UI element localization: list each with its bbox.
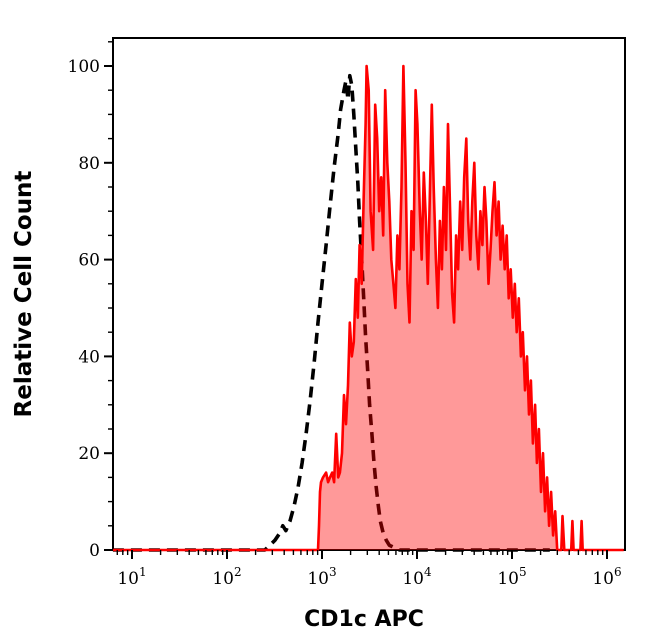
y-axis-ticks [104, 41, 113, 551]
x-axis-ticks [116, 550, 608, 559]
x-axis-tick-labels: 101 102 103 104 105 106 [117, 565, 621, 589]
y-tick-label: 40 [78, 347, 100, 367]
y-axis-tick-labels: 0 20 40 60 80 100 [68, 57, 100, 561]
x-tick-label: 105 [497, 565, 526, 589]
plot-border [112, 37, 626, 551]
x-tick-label: 106 [592, 565, 621, 589]
x-tick-label: 101 [117, 565, 146, 589]
y-axis-title: Relative Cell Count [11, 171, 37, 418]
x-tick-label: 102 [212, 565, 241, 589]
y-tick-label: 60 [78, 251, 100, 271]
stained-histogram-red-curve [112, 64, 624, 552]
control-histogram-dashed-curve [112, 73, 550, 552]
stained-histogram-fill [112, 66, 624, 550]
x-tick-label: 103 [307, 565, 336, 589]
y-tick-label: 0 [89, 541, 100, 561]
x-axis-title: CD1c APC [304, 607, 424, 632]
y-tick-label: 20 [78, 444, 100, 464]
y-tick-label: 80 [78, 154, 100, 174]
x-tick-label: 104 [402, 565, 432, 589]
y-tick-label: 100 [68, 57, 100, 77]
